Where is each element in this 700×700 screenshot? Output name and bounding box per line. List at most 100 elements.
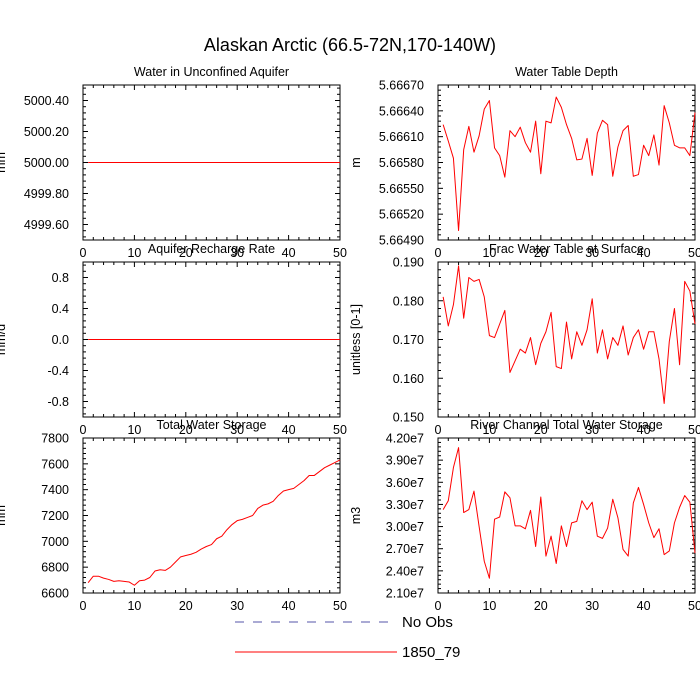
y-tick-label: 0.160 — [393, 372, 424, 386]
chart-panel-5: Total Water Storage mm 0 10 20 30 40 50 6600 6800… — [0, 418, 347, 613]
y-tick-label: -0.8 — [47, 395, 69, 409]
legend-label-1: No Obs — [402, 614, 453, 631]
x-tick-label: 0 — [80, 423, 87, 437]
x-tick-label: 20 — [179, 423, 193, 437]
panel-title: Aquifer Recharge Rate — [148, 242, 275, 256]
y-tick-label: 7600 — [41, 457, 69, 471]
x-tick-label: 10 — [482, 246, 496, 260]
y-tick-label: 0.190 — [393, 256, 424, 270]
x-tick-label: 30 — [230, 246, 244, 260]
x-tick-label: 0 — [435, 423, 442, 437]
x-tick-label: 30 — [585, 423, 599, 437]
panel-title: Total Water Storage — [156, 418, 266, 432]
y-axis-label: m3 — [349, 507, 363, 524]
x-tick-label: 30 — [585, 599, 599, 613]
y-tick-label: 3.60e7 — [386, 476, 424, 490]
x-tick-label: 20 — [179, 599, 193, 613]
y-tick-label: 5.66670 — [379, 79, 424, 93]
y-tick-label: 0.150 — [393, 411, 424, 425]
y-tick-label: 0.180 — [393, 294, 424, 308]
plot-frame — [437, 84, 696, 241]
y-tick-label: 5.66580 — [379, 156, 424, 170]
panel-title: Frac Water Table at Surface — [489, 242, 644, 256]
y-tick-label: 5.66550 — [379, 182, 424, 196]
legend: No Obs 1850_79 — [235, 614, 460, 661]
y-tick-label: 0.8 — [52, 271, 69, 285]
panel-title: River Channel Total Water Storage — [470, 418, 663, 432]
y-tick-label: 5000.00 — [24, 156, 69, 170]
x-tick-label: 40 — [637, 246, 651, 260]
x-tick-label: 30 — [585, 246, 599, 260]
chart-panel-1: Water in Unconfined Aquifer mm 0 10 20 30 40 50… — [0, 65, 347, 260]
chart-panel-3: Aquifer Recharge Rate mm/d 0 10 20 30 40 50 -0.8… — [0, 242, 347, 437]
x-tick-label: 40 — [637, 599, 651, 613]
x-tick-label: 0 — [435, 246, 442, 260]
y-tick-label: 4999.80 — [24, 187, 69, 201]
x-tick-label: 40 — [282, 246, 296, 260]
panel-grid: Water in Unconfined Aquifer mm 0 10 20 30 40 50… — [0, 65, 700, 613]
x-tick-label: 20 — [534, 423, 548, 437]
y-tick-label: 2.40e7 — [386, 564, 424, 578]
plot-frame — [82, 437, 341, 594]
y-tick-label: 4.20e7 — [386, 432, 424, 446]
x-tick-label: 30 — [230, 423, 244, 437]
y-tick-label: 5000.20 — [24, 125, 69, 139]
x-tick-label: 0 — [80, 599, 87, 613]
x-tick-label: 10 — [482, 423, 496, 437]
y-axis-label: unitless [0-1] — [349, 304, 363, 375]
x-tick-label: 50 — [688, 246, 700, 260]
series-line-1850-79 — [442, 265, 696, 404]
y-tick-label: 0.0 — [52, 333, 69, 347]
x-tick-label: 50 — [688, 599, 700, 613]
y-axis-label: m — [349, 157, 363, 167]
y-tick-label: 4999.60 — [24, 218, 69, 232]
y-tick-label: 5.66640 — [379, 104, 424, 118]
y-tick-label: 5.66490 — [379, 234, 424, 248]
y-tick-label: 3.90e7 — [386, 454, 424, 468]
panel-title: Water Table Depth — [515, 65, 618, 79]
x-tick-label: 10 — [127, 599, 141, 613]
x-tick-label: 20 — [534, 246, 548, 260]
x-tick-label: 20 — [534, 599, 548, 613]
x-tick-label: 10 — [482, 599, 496, 613]
panel-title: Water in Unconfined Aquifer — [134, 65, 289, 79]
y-axis-label: mm/d — [0, 324, 8, 355]
y-tick-label: 5000.40 — [24, 94, 69, 108]
y-tick-label: 5.66520 — [379, 208, 424, 222]
x-tick-label: 50 — [333, 246, 347, 260]
y-tick-label: 6600 — [41, 587, 69, 601]
x-tick-label: 10 — [127, 423, 141, 437]
x-tick-label: 50 — [688, 423, 700, 437]
y-axis-label: mm — [0, 505, 8, 526]
x-tick-label: 0 — [435, 599, 442, 613]
y-tick-label: 7400 — [41, 483, 69, 497]
x-tick-label: 40 — [637, 423, 651, 437]
y-tick-label: 3.30e7 — [386, 498, 424, 512]
y-axis-label: mm — [0, 152, 8, 173]
figure-title: Alaskan Arctic (66.5-72N,170-140W) — [204, 35, 496, 55]
x-tick-label: 0 — [80, 246, 87, 260]
y-tick-label: 7800 — [41, 432, 69, 446]
x-tick-label: 50 — [333, 599, 347, 613]
y-tick-label: 5.66610 — [379, 130, 424, 144]
x-tick-label: 40 — [282, 599, 296, 613]
series-line-1850-79 — [442, 96, 696, 232]
y-tick-label: 7200 — [41, 509, 69, 523]
chart-panel-6: River Channel Total Water Storage m3 0 10 20… — [349, 418, 700, 613]
plot-frame — [437, 437, 696, 594]
chart-panel-4: Frac Water Table at Surface unitless [0-1… — [349, 242, 700, 437]
plot-frame — [437, 261, 696, 418]
x-tick-label: 20 — [179, 246, 193, 260]
legend-label-2: 1850_79 — [402, 644, 460, 661]
x-tick-label: 10 — [127, 246, 141, 260]
y-tick-label: 2.70e7 — [386, 542, 424, 556]
chart-panel-2: Water Table Depth m 0 10 20 30 40 50 5.66490 5.66… — [349, 65, 700, 260]
x-tick-label: 30 — [230, 599, 244, 613]
y-tick-label: 0.170 — [393, 333, 424, 347]
y-tick-label: 6800 — [41, 561, 69, 575]
y-tick-label: -0.4 — [47, 364, 69, 378]
y-tick-label: 0.4 — [52, 302, 69, 316]
x-tick-label: 40 — [282, 423, 296, 437]
x-tick-label: 50 — [333, 423, 347, 437]
